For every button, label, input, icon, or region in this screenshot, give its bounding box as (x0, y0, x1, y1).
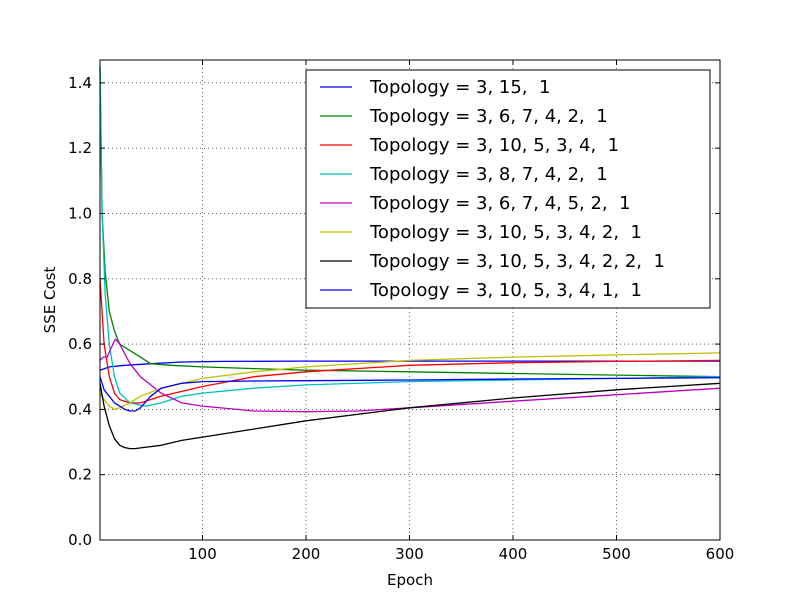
legend-entry-label: Topology = 3, 10, 5, 3, 4, 2, 1 (369, 222, 642, 243)
y-tick-label: 0.4 (68, 400, 92, 418)
y-tick-label: 1.4 (68, 74, 92, 92)
plot-frame (99, 59, 721, 541)
series-layer (99, 66, 721, 450)
series-line-4 (99, 66, 721, 407)
y-tick-label: 0.8 (68, 270, 92, 288)
y-tick-label: 0.6 (68, 335, 92, 353)
x-tick-label: 600 (706, 545, 735, 563)
y-tick-label: 1.2 (68, 139, 92, 157)
legend-entry-label: Topology = 3, 15, 1 (369, 77, 550, 98)
y-tick-label: 0.2 (68, 466, 92, 484)
legend: Topology = 3, 15, 1 Topology = 3, 6, 7, 4… (305, 69, 711, 309)
legend-entry-label: Topology = 3, 10, 5, 3, 4, 2, 2, 1 (369, 251, 665, 272)
legend-entry-label: Topology = 3, 6, 7, 4, 2, 1 (369, 106, 608, 127)
x-tick-label: 500 (602, 545, 631, 563)
legend-entry-label: Topology = 3, 10, 5, 3, 4, 1, 1 (369, 280, 642, 301)
x-tick-label: 400 (499, 545, 528, 563)
ticks: 100 200 300 400 500 600 0.0 0.2 0.4 0.6 0.8 1.0 1.2 1… (68, 60, 734, 563)
series-line-2 (99, 66, 721, 378)
series-line-3 (99, 278, 721, 404)
legend-box (305, 69, 711, 309)
x-tick-label: 100 (188, 545, 217, 563)
y-tick-label: 1.0 (68, 204, 92, 222)
x-tick-label: 300 (395, 545, 424, 563)
legend-entry-label: Topology = 3, 10, 5, 3, 4, 1 (369, 135, 619, 156)
series-line-7 (99, 382, 721, 450)
y-axis-label: SSE Cost (41, 267, 59, 334)
x-tick-label: 200 (292, 545, 321, 563)
legend-entry-label: Topology = 3, 8, 7, 4, 2, 1 (369, 164, 608, 185)
series-line-8 (99, 376, 721, 412)
x-axis-label: Epoch (387, 571, 433, 589)
legend-entry-label: Topology = 3, 6, 7, 4, 5, 2, 1 (369, 193, 631, 214)
series-line-1 (99, 360, 720, 371)
y-tick-label: 0.0 (68, 531, 92, 549)
